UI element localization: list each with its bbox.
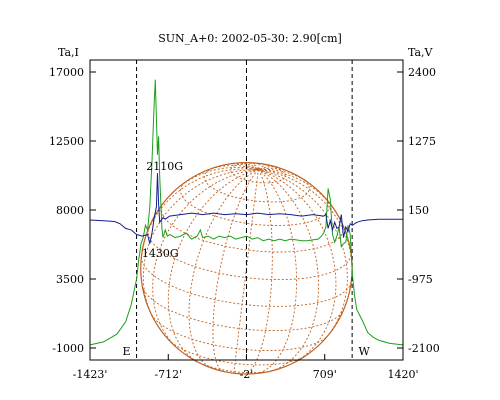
disk-meridian-line — [258, 164, 268, 171]
disk-meridian-line — [171, 166, 259, 194]
disk-latitude-line — [167, 338, 306, 366]
disk-meridian-line — [258, 169, 337, 213]
series-layer — [89, 79, 404, 346]
disk-latitude-line — [203, 166, 310, 203]
east-limb-label: E — [123, 345, 131, 358]
left-tick-label: 17000 — [49, 66, 84, 79]
disk-meridian-line — [212, 169, 259, 373]
solar-disk-grid — [140, 161, 353, 375]
x-tick-label: 709' — [313, 368, 337, 381]
x-tick-label: 1420' — [387, 368, 418, 381]
disk-latitude-line — [160, 202, 344, 253]
intensity-line — [89, 79, 404, 346]
disk-meridian-line — [258, 169, 348, 341]
disk-meridian-line — [258, 169, 337, 364]
polarization-line — [89, 173, 403, 244]
left-axis-label: Ta,I — [58, 46, 79, 59]
chart-title: SUN_A+0: 2002-05-30: 2.90[cm] — [158, 32, 342, 45]
left-tick-label: -1000 — [52, 342, 84, 355]
disk-meridian-line — [240, 162, 259, 171]
disk-meridian-line — [258, 166, 278, 171]
left-tick-label: 12500 — [49, 135, 84, 148]
disk-meridian-line — [233, 169, 259, 374]
disk-meridian-line — [141, 168, 259, 256]
disk-meridian-line — [167, 169, 259, 363]
right-tick-label: -975 — [408, 273, 433, 286]
disk-meridian-line — [142, 169, 259, 320]
disk-latitude-line — [151, 314, 329, 352]
disk-latitude-line — [180, 181, 330, 226]
left-tick-label: 8000 — [56, 204, 84, 217]
x-tick-label: -1423' — [73, 368, 108, 381]
right-tick-label: 2400 — [408, 66, 436, 79]
disk-latitude-line — [195, 360, 274, 374]
disk-meridian-line — [257, 163, 260, 170]
right-tick-label: -2100 — [408, 342, 440, 355]
disk-meridian-line — [258, 167, 293, 174]
disk-meridian-line — [243, 169, 273, 375]
axes-layer: 17000 12500 8000 3500 -1000 2400 1275 150 -975 -2… — [49, 66, 440, 381]
disk-meridian-line — [152, 169, 259, 350]
left-tick-label: 3500 — [56, 273, 84, 286]
right-tick-label: 1275 — [408, 135, 436, 148]
source-annotation: 1430G — [142, 247, 179, 260]
right-axis-label: Ta,V — [408, 46, 434, 59]
disk-meridian-line — [224, 163, 259, 171]
x-tick-label: -2' — [240, 368, 254, 381]
disk-meridian-line — [203, 165, 259, 172]
disk-latitude-line — [141, 285, 345, 332]
source-annotation: 2110G — [146, 160, 183, 173]
disk-meridian-line — [250, 162, 259, 170]
x-tick-label: -712' — [154, 368, 182, 381]
right-tick-label: 150 — [408, 204, 429, 217]
disk-meridian-line — [258, 169, 320, 372]
reference-marks — [136, 60, 353, 360]
disk-meridian-line — [188, 169, 259, 369]
west-limb-label: W — [358, 345, 370, 358]
annotation-layer: 2110G 1430G — [142, 160, 183, 260]
disk-meridian-line — [258, 169, 311, 185]
disk-meridian-line — [255, 169, 298, 375]
